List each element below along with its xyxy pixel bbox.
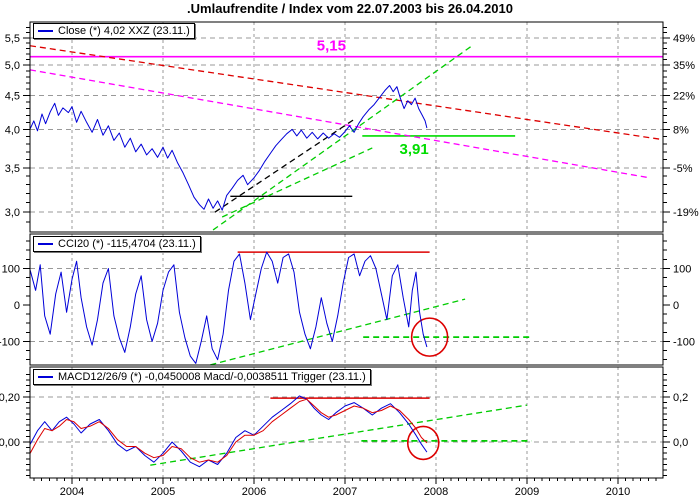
y-tick-label-right: 0 — [673, 300, 679, 312]
y-tick-label-right: 100 — [673, 263, 691, 275]
y-tick-label-left: 0,00 — [0, 437, 20, 449]
y-tick-label-right: -100 — [673, 336, 695, 348]
y-tick-label-right: 49% — [673, 33, 695, 45]
y-tick-label-right: -5% — [673, 163, 693, 175]
x-axis: 2004 2005 2006 2007 2008 2009 2010 — [33, 478, 657, 498]
uptrend-green-steep[interactable] — [212, 46, 471, 231]
cci-uptrend-green[interactable] — [210, 298, 466, 365]
macd-uptrend-green[interactable] — [150, 404, 528, 466]
x-year-label: 2006 — [242, 486, 266, 498]
downtrend-magenta[interactable] — [30, 69, 650, 179]
y-tick-label-right: 0,2 — [673, 392, 688, 404]
macd-panel-border — [29, 366, 664, 479]
legend-cci-label: CCI20 (*) -115,4704 (23.11.) — [58, 238, 196, 250]
y-tick-label-right: 35% — [673, 60, 695, 72]
x-year-label: 2007 — [333, 486, 357, 498]
price-panel: 5,5 49% 5,0 35% 4,5 22% 4,0 8% 3,5 -5% 3,0 -19% 5,15… — [5, 21, 699, 233]
cci-plot-area[interactable] — [30, 234, 663, 365]
cci-series-cci20 — [30, 251, 428, 364]
y-tick-label-left: 100 — [2, 263, 20, 275]
y-tick-label-left: 0 — [14, 300, 20, 312]
y-tick-label-right: 8% — [673, 124, 689, 136]
downtrend-red[interactable] — [30, 45, 663, 141]
line-swatch-icon — [38, 376, 53, 378]
macd-panel: 0,20 0,2 0,00 0,0 — [0, 366, 688, 479]
y-tick-label-left: 3,0 — [5, 207, 20, 219]
cci-alert-circle[interactable] — [410, 317, 449, 357]
macd-series-trigger — [30, 398, 428, 463]
x-year-label: 2009 — [515, 486, 539, 498]
y-tick-label-left: 5,5 — [5, 33, 20, 45]
legend-macd-label: MACD12/26/9 (*) -0,0450008 Macd/-0,00385… — [58, 371, 366, 383]
legend-close[interactable]: Close (*) 4,02 XXZ (23.11.) — [33, 23, 195, 39]
price-series-close — [30, 85, 428, 211]
legend-macd[interactable]: MACD12/26/9 (*) -0,0450008 Macd/-0,00385… — [33, 369, 371, 385]
macd-plot-area[interactable] — [30, 367, 663, 478]
uptrend-black-dashed[interactable] — [214, 118, 356, 213]
price-panel-border — [29, 21, 664, 233]
y-tick-label-left: 4,5 — [5, 91, 20, 103]
y-tick-label-right: 0,0 — [673, 437, 688, 449]
chart-title: .Umlaufrendite / Index vom 22.07.2003 bi… — [187, 1, 513, 16]
macd-alert-circle[interactable] — [406, 425, 440, 461]
line-swatch-icon — [38, 30, 53, 32]
y-tick-label-left: 0,20 — [0, 392, 20, 404]
x-year-label: 2004 — [60, 486, 84, 498]
level-3-91-label: 3,91 — [400, 141, 429, 158]
price-plot-area[interactable] — [30, 22, 663, 232]
x-year-label: 2010 — [606, 486, 630, 498]
x-year-label: 2008 — [424, 486, 448, 498]
uptrend-green-shallow[interactable] — [221, 147, 373, 218]
legend-cci[interactable]: CCI20 (*) -115,4704 (23.11.) — [33, 236, 201, 252]
x-year-label: 2005 — [151, 486, 175, 498]
y-tick-label-left: 3,5 — [5, 163, 20, 175]
y-tick-label-right: -19% — [673, 207, 699, 219]
y-tick-label-left: 5,0 — [5, 60, 20, 72]
resistance-5-15-label: 5,15 — [317, 38, 346, 55]
y-tick-label-left: 4,0 — [5, 124, 20, 136]
y-tick-label-left: -100 — [0, 336, 20, 348]
legend-close-label: Close (*) 4,02 XXZ (23.11.) — [58, 25, 190, 37]
line-swatch-icon — [38, 243, 53, 245]
cci-panel-border — [29, 233, 664, 366]
cci-panel: 100 100 0 0 -100 -100 — [0, 233, 695, 366]
y-tick-label-right: 22% — [673, 91, 695, 103]
